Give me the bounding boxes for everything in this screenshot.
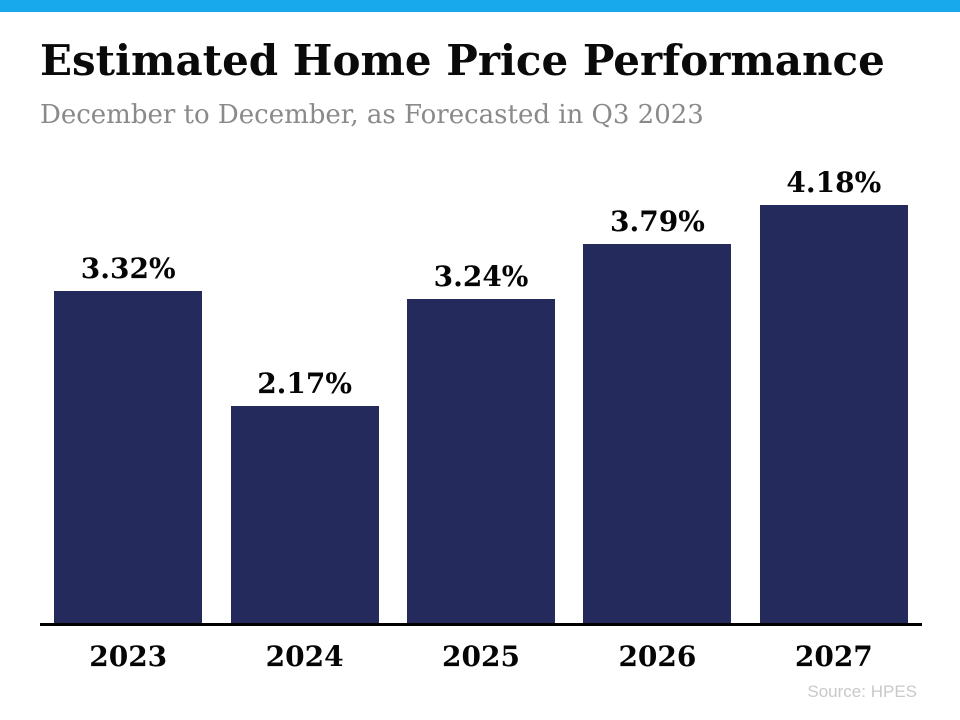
x-axis-labels: 2023 2024 2025 2026 2027 (40, 626, 922, 673)
bar-2025 (407, 299, 556, 623)
bar-chart: 3.32% 2.17% 3.24% 3.79% 4.18% 2023 2024 2025 20… (40, 157, 922, 673)
x-tick-label-2024: 2024 (265, 640, 344, 673)
chart-title: Estimated Home Price Performance (40, 36, 885, 85)
bar-2027 (759, 205, 908, 623)
x-tick-label-2025: 2025 (442, 640, 520, 673)
bar-value-label: 4.18% (786, 166, 882, 199)
top-accent-bar (0, 0, 960, 12)
x-tick-label-2027: 2027 (794, 640, 873, 673)
bar-group-2026: 3.79% (569, 157, 745, 623)
chart-subtitle: December to December, as Forecasted in Q… (40, 100, 704, 130)
x-tick-label-2026: 2026 (618, 640, 697, 673)
bar-2026 (583, 244, 732, 623)
plot-area: 3.32% 2.17% 3.24% 3.79% 4.18% (40, 157, 922, 626)
bar-group-2023: 3.32% (40, 157, 216, 623)
bar-group-2025: 3.24% (393, 157, 569, 623)
bar-value-label: 2.17% (257, 367, 353, 400)
bar-2023 (54, 291, 203, 623)
bar-value-label: 3.24% (433, 260, 529, 293)
bar-value-label: 3.32% (80, 252, 176, 285)
bar-value-label: 3.79% (610, 205, 705, 238)
x-tick-label-2023: 2023 (89, 640, 168, 673)
source-note: Source: HPES (807, 682, 917, 701)
bar-group-2027: 4.18% (746, 157, 922, 623)
bar-group-2024: 2.17% (216, 157, 392, 623)
bar-2024 (230, 406, 379, 623)
